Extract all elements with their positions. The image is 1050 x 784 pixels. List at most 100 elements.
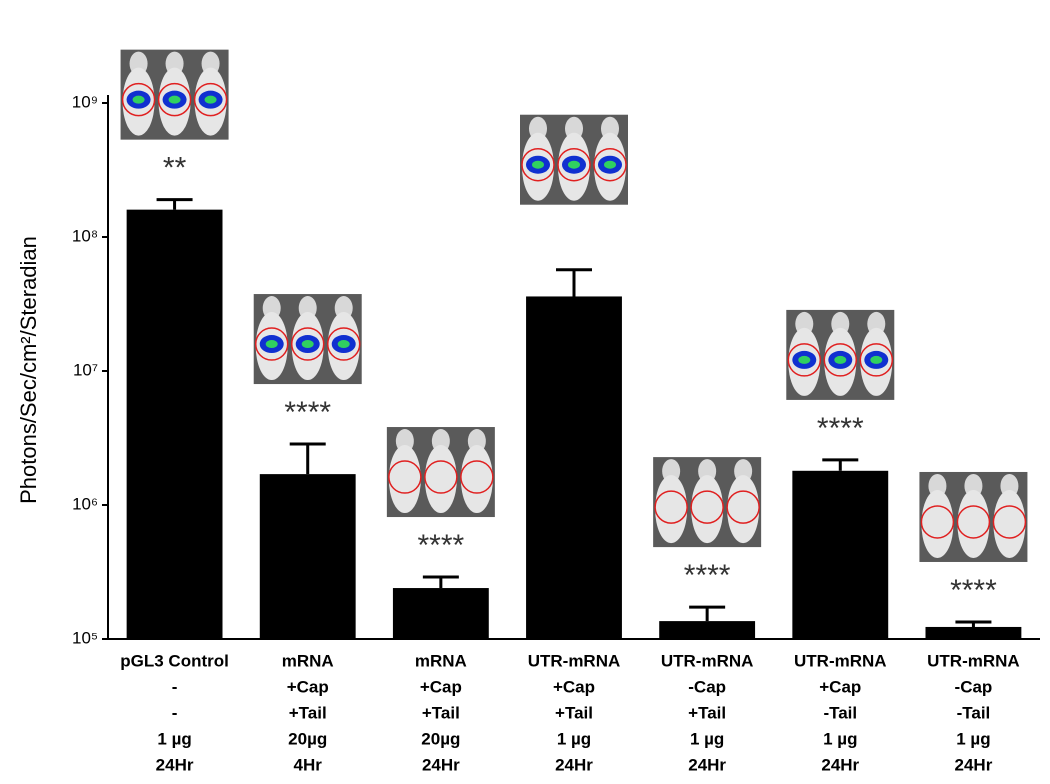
x-tick-label: - xyxy=(172,677,178,696)
y-tick-label: 10⁸ xyxy=(72,226,98,245)
x-tick-label: 1 µg xyxy=(956,729,990,748)
x-tick-label: -Cap xyxy=(955,677,993,696)
x-tick-label: - xyxy=(172,703,178,722)
mouse-body xyxy=(424,445,457,514)
mouse-body xyxy=(727,475,760,544)
x-tick-label: mRNA xyxy=(282,651,334,670)
roi-circle xyxy=(388,460,422,494)
y-tick-label: 10⁷ xyxy=(73,360,98,379)
signal-core xyxy=(168,95,181,104)
bar xyxy=(925,626,1022,639)
y-axis-label: Photons/Sec/cm²/Steradian xyxy=(16,236,41,504)
bar xyxy=(392,588,489,639)
y-tick-label: 10⁶ xyxy=(72,494,98,513)
x-tick-label: UTR-mRNA xyxy=(794,651,887,670)
signal-core xyxy=(337,340,350,349)
bar xyxy=(526,296,622,639)
x-tick-label: UTR-mRNA xyxy=(661,651,754,670)
mouse-image xyxy=(253,294,362,385)
roi-circle xyxy=(992,505,1027,539)
error-bar xyxy=(689,605,726,622)
mouse-image xyxy=(520,114,628,205)
x-tick-label: -Tail xyxy=(823,703,857,722)
mouse-body xyxy=(388,445,421,514)
roi-circle xyxy=(690,490,724,524)
roi-circle xyxy=(157,82,192,117)
x-tick-label: -Tail xyxy=(957,703,991,722)
mouse-image xyxy=(653,457,762,548)
bar xyxy=(792,470,889,639)
x-tick-label: 24Hr xyxy=(156,755,194,774)
x-tick-label: +Cap xyxy=(287,677,329,696)
x-tick-label: +Tail xyxy=(688,703,726,722)
signal-core xyxy=(834,355,847,364)
y-tick-label: 10⁹ xyxy=(72,92,98,111)
mouse-body xyxy=(460,445,493,514)
x-tick-label: +Tail xyxy=(289,703,327,722)
signal-core xyxy=(301,340,314,349)
roi-circle xyxy=(920,505,955,539)
bar xyxy=(659,621,756,639)
roi-circle xyxy=(121,82,156,117)
signal-core xyxy=(604,160,616,169)
x-tick-label: 20µg xyxy=(288,729,327,748)
x-tick-label: 1 µg xyxy=(823,729,857,748)
x-tick-label: 24Hr xyxy=(821,755,859,774)
significance: **** xyxy=(418,529,465,562)
mouse-body xyxy=(921,489,954,558)
mouse-image xyxy=(786,309,895,400)
roi-circle xyxy=(859,343,894,377)
signal-core xyxy=(532,160,544,169)
mouse-body xyxy=(655,475,688,544)
roi-circle xyxy=(290,327,325,361)
bar xyxy=(126,209,223,639)
significance: ** xyxy=(163,152,187,185)
signal-core xyxy=(265,340,278,349)
roi-circle xyxy=(726,490,760,524)
roi-circle xyxy=(557,147,591,182)
x-tick-label: UTR-mRNA xyxy=(927,651,1020,670)
y-tick-label: 10⁵ xyxy=(72,628,98,647)
roi-circle xyxy=(326,327,361,361)
mouse-body xyxy=(691,475,724,544)
significance: **** xyxy=(284,396,331,429)
roi-circle xyxy=(593,147,627,182)
significance: **** xyxy=(817,412,864,445)
signal-core xyxy=(568,160,580,169)
roi-circle xyxy=(254,327,289,361)
bar xyxy=(259,474,356,639)
roi-circle xyxy=(956,505,991,539)
significance: **** xyxy=(950,574,997,607)
x-tick-label: 24Hr xyxy=(688,755,726,774)
x-tick-label: -Cap xyxy=(688,677,726,696)
error-bar xyxy=(156,198,193,210)
x-tick-label: 24Hr xyxy=(422,755,460,774)
error-bar xyxy=(822,458,859,471)
error-bar xyxy=(556,268,592,297)
mouse-image xyxy=(120,49,229,140)
significance: **** xyxy=(684,559,731,592)
x-tick-label: 1 µg xyxy=(557,729,591,748)
x-tick-label: mRNA xyxy=(415,651,467,670)
mouse-body xyxy=(993,489,1026,558)
roi-circle xyxy=(424,460,458,494)
x-tick-label: UTR-mRNA xyxy=(528,651,621,670)
signal-core xyxy=(132,95,145,104)
x-tick-label: 4Hr xyxy=(294,755,323,774)
roi-circle xyxy=(787,343,822,377)
x-tick-label: 24Hr xyxy=(955,755,993,774)
signal-core xyxy=(798,355,811,364)
mouse-image xyxy=(386,427,495,518)
x-tick-label: 24Hr xyxy=(555,755,593,774)
signal-core xyxy=(204,95,217,104)
x-tick-label: 20µg xyxy=(421,729,460,748)
signal-core xyxy=(870,355,883,364)
mouse-body xyxy=(957,489,990,558)
x-tick-label: +Tail xyxy=(422,703,460,722)
x-tick-label: +Cap xyxy=(553,677,595,696)
x-tick-label: +Tail xyxy=(555,703,593,722)
roi-circle xyxy=(193,82,228,117)
mouse-image xyxy=(919,471,1028,562)
error-bar xyxy=(289,442,326,475)
